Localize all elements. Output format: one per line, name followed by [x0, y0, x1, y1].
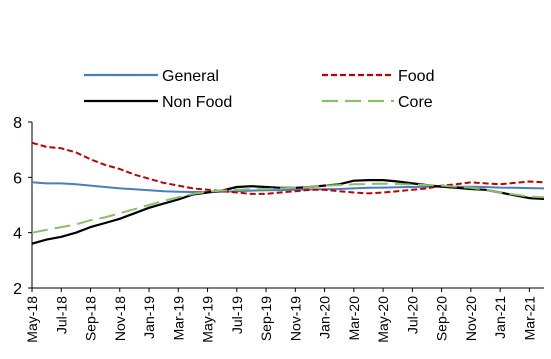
x-tick-label: Jul-19: [229, 296, 245, 334]
x-tick-label: Mar-19: [170, 296, 186, 341]
legend-label: Non Food: [162, 94, 232, 111]
x-tick-label: May-18: [24, 296, 40, 343]
x-tick-label: Sep-18: [83, 296, 99, 341]
x-tick-label: Sep-20: [434, 296, 450, 341]
legend-label: General: [162, 68, 219, 85]
x-axis: May-18 Jul-18 Sep-18 Nov-18 Jan-19 Mar-19 May-…: [24, 288, 551, 343]
x-tick-label: Nov-19: [287, 296, 303, 341]
x-tick-label: May-19: [200, 296, 216, 343]
x-tick-label: Jul-20: [404, 296, 420, 334]
x-tick-label: Mar-21: [521, 296, 537, 341]
x-tick-label: Jan-20: [317, 296, 333, 339]
x-tick-label: Nov-18: [112, 296, 128, 341]
series-layer: [32, 143, 544, 244]
legend: General Food Non Food Core: [84, 68, 434, 111]
x-tick-label: Sep-19: [258, 296, 274, 341]
x-tick-label: Jan-21: [492, 296, 508, 339]
y-tick-label: 2: [13, 281, 22, 298]
y-tick-label: 8: [13, 115, 22, 132]
legend-label: Core: [398, 94, 433, 111]
legend-label: Food: [398, 68, 434, 85]
y-axis: 2 4 6 8: [13, 115, 32, 298]
y-tick-label: 6: [13, 170, 22, 187]
y-tick-label: 4: [13, 226, 22, 243]
x-tick-label: Nov-20: [463, 296, 479, 341]
x-tick-label: Jan-19: [141, 296, 157, 339]
x-tick-label: Jul-18: [53, 296, 69, 334]
x-tick-label: Mar-20: [346, 296, 362, 341]
x-tick-label: May-20: [375, 296, 391, 343]
